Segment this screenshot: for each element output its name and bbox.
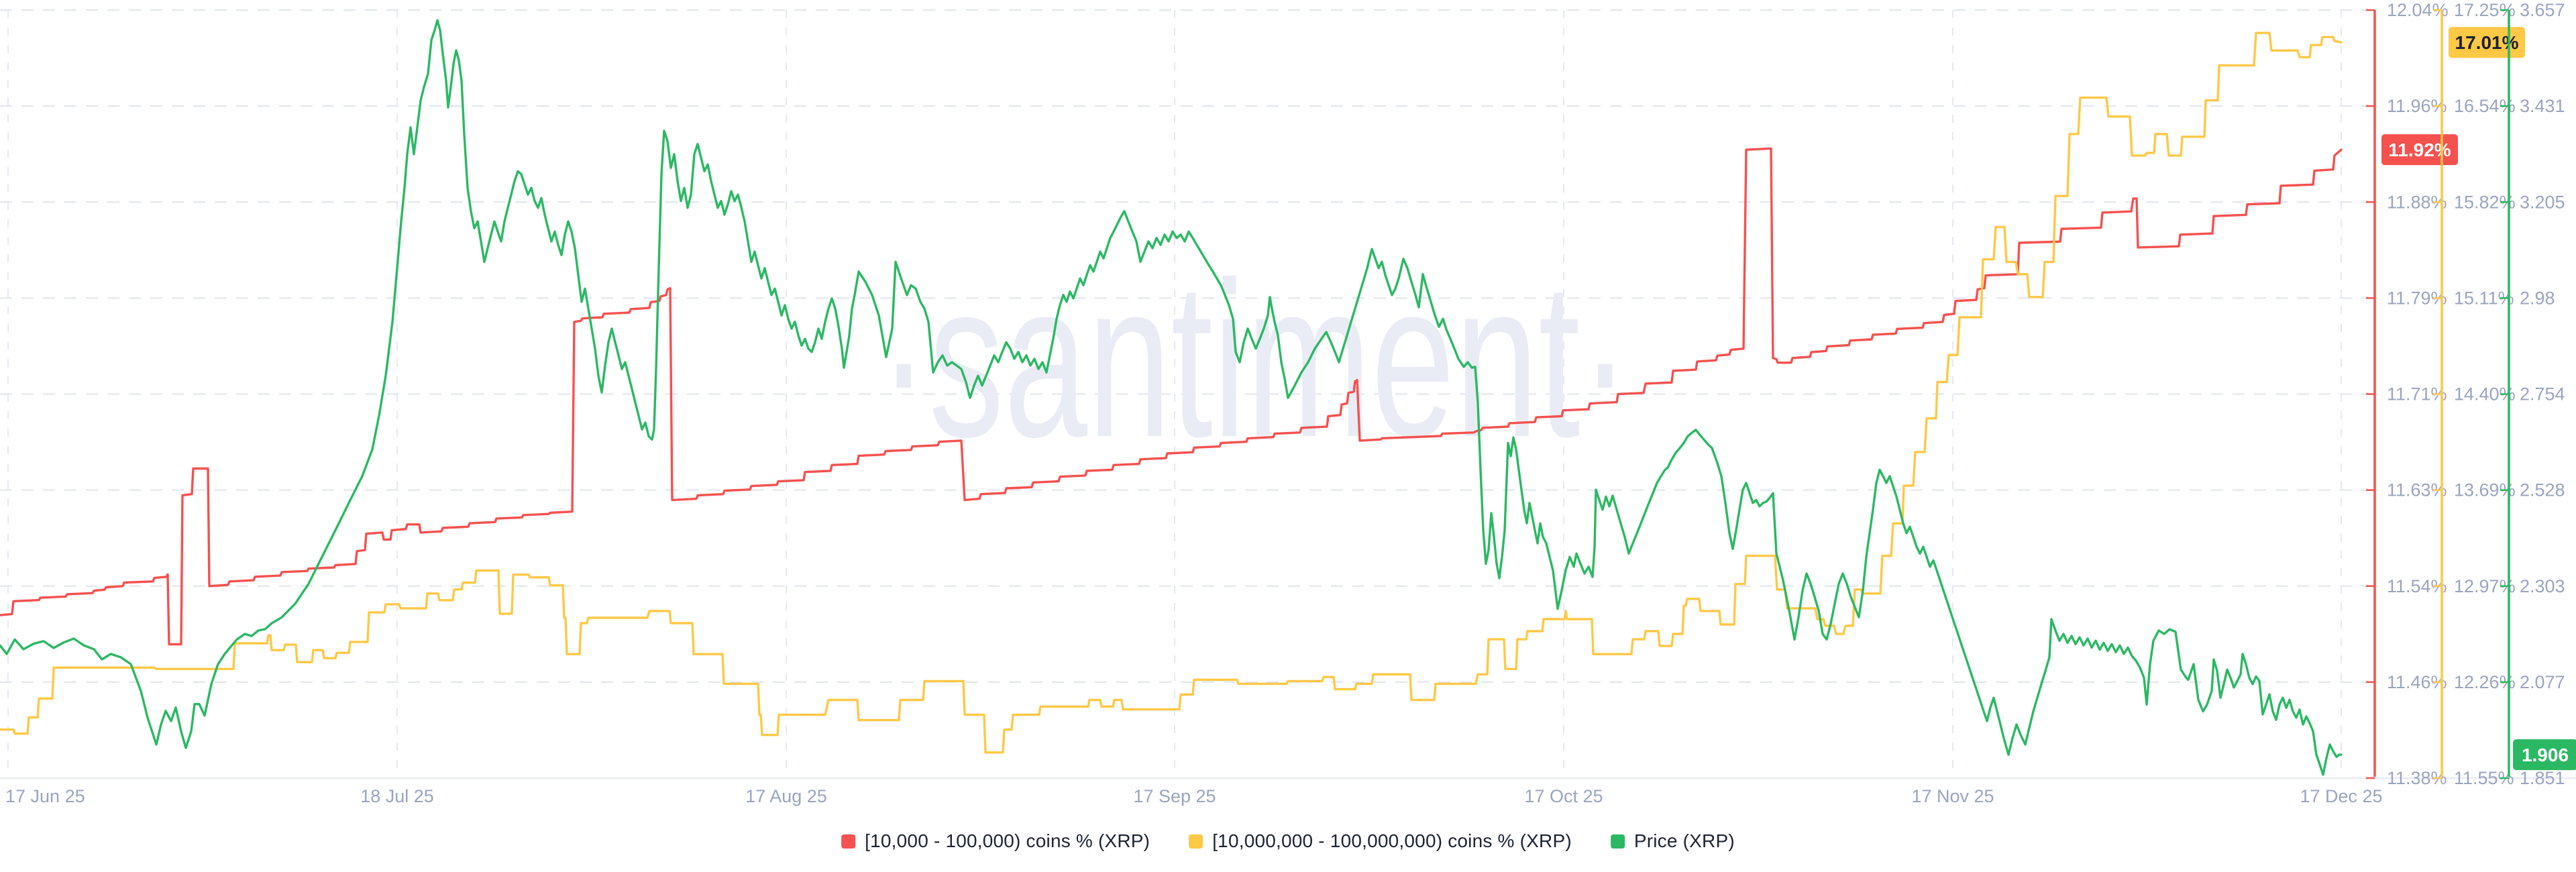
y-axis-tick-label-green: 2.98 [2520, 288, 2555, 308]
series-lines [0, 19, 2343, 776]
x-axis-tick-label: 17 Dec 25 [2300, 786, 2382, 806]
legend-swatch [1610, 834, 1625, 849]
y-axis-tick-label-green: 2.303 [2520, 576, 2565, 596]
x-axis-tick-label: 17 Sep 25 [1133, 786, 1216, 806]
current-value-badge-green [2513, 739, 2576, 771]
y-axis-tick-label-green: 2.754 [2520, 384, 2565, 404]
legend-item[interactable]: [10,000 - 100,000) coins % (XRP) [841, 830, 1150, 852]
legend-label: Price (XRP) [1633, 830, 1735, 851]
x-axis-tick-label: 17 Oct 25 [1524, 786, 1603, 806]
y-axis-tick-label-green: 3.205 [2520, 192, 2565, 212]
x-axis-tick-label: 17 Nov 25 [1911, 786, 1994, 806]
x-axis-tick-label: 17 Aug 25 [745, 786, 827, 806]
x-axis-tick-label: 17 Jun 25 [5, 786, 85, 806]
legend-item[interactable]: [10,000,000 - 100,000,000) coins % (XRP) [1189, 830, 1572, 852]
legend-swatch [841, 834, 856, 849]
series-line-green[interactable] [0, 19, 2343, 776]
legend-item[interactable]: Price (XRP) [1610, 830, 1735, 852]
y-axis-tick-label-green: 2.528 [2520, 480, 2565, 500]
y-axis-tick-label-green: 3.657 [2520, 0, 2565, 20]
gridlines [0, 9, 2576, 779]
current-value-text-green: 1.906 [2522, 745, 2569, 765]
y-axis-tick-label-green: 2.077 [2520, 672, 2565, 692]
series-line-red[interactable] [0, 147, 2343, 646]
x-axis-labels: 17 Jun 25 18 Jul 25 17 Aug 25 17 Sep 25 17 O… [5, 786, 2383, 806]
series-line-yellow[interactable] [0, 32, 2343, 754]
right-axes: 12.04%11.96%11.88%11.79%11.71%11.63%11.5… [2366, 0, 2576, 788]
legend-label: [10,000 - 100,000) coins % (XRP) [865, 830, 1150, 851]
legend-label: [10,000,000 - 100,000,000) coins % (XRP) [1212, 830, 1572, 851]
current-value-badge-yellow [2449, 27, 2525, 58]
current-value-text-red: 11.92% [2388, 140, 2451, 160]
y-axis-tick-label-green: 1.851 [2520, 768, 2565, 788]
current-value-badge-red [2381, 134, 2458, 166]
x-axis-tick-label: 18 Jul 25 [360, 786, 434, 806]
y-axis-tick-label-green: 3.431 [2520, 96, 2565, 116]
legend-swatch [1189, 834, 1203, 849]
legend: [10,000 - 100,000) coins % (XRP) [10,000,… [841, 830, 1735, 852]
santiment-watermark: ·santiment· [879, 235, 1630, 483]
